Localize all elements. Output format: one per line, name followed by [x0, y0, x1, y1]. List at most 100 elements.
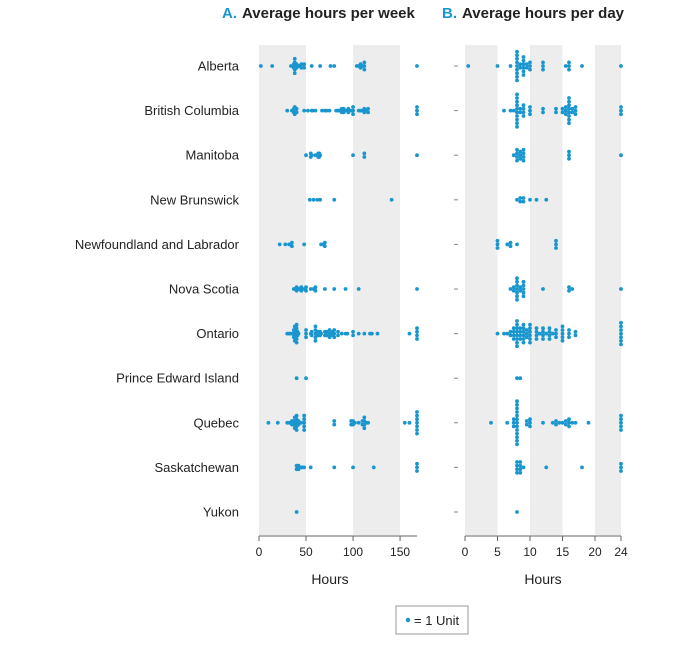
dot-b-quebec — [515, 424, 519, 429]
dot-a-quebec — [407, 420, 412, 425]
dot-b-alberta — [515, 56, 519, 61]
dot-b-quebec — [524, 422, 529, 427]
panel-b-shaded-bands — [465, 45, 621, 535]
dot-b-quebec — [541, 420, 545, 425]
dot-a-newfoundland-and-labrador — [277, 242, 282, 247]
dot-a-ontario — [336, 329, 340, 334]
dot-b-ontario — [518, 333, 523, 338]
dot-b-nova-scotia — [518, 285, 523, 290]
dot-b-alberta — [515, 64, 519, 68]
dot-a-new-brunswick — [332, 197, 337, 202]
dot-b-manitoba — [518, 149, 523, 154]
dot-a-nova-scotia — [343, 287, 348, 291]
dot-a-ontario — [313, 324, 318, 329]
dot-b-ontario — [619, 320, 623, 325]
dot-a-ontario — [294, 322, 299, 327]
dot-b-alberta — [518, 62, 523, 67]
dot-b-ontario — [528, 326, 532, 331]
dot-a-quebec — [415, 424, 419, 429]
dot-b-ontario — [515, 322, 519, 327]
dot-b-nova-scotia — [511, 285, 516, 290]
category-label-new-brunswick: New Brunswick — [150, 192, 239, 207]
dot-a-ontario — [327, 331, 332, 336]
dot-b-ontario — [528, 337, 532, 341]
dot-a-quebec — [294, 428, 299, 432]
dot-b-alberta — [518, 65, 523, 70]
dot-b-british-columbia — [521, 106, 526, 111]
dot-b-ontario — [619, 342, 623, 347]
dot-a-saskatchewan — [351, 465, 355, 470]
dot-b-saskatchewan — [518, 460, 523, 464]
dot-b-ontario — [502, 331, 506, 336]
dot-b-quebec — [573, 420, 578, 425]
dot-a-ontario — [351, 333, 355, 338]
dot-a-british-columbia — [313, 108, 318, 113]
dot-b-british-columbia — [567, 114, 571, 118]
dot-b-saskatchewan — [518, 470, 523, 475]
dot-b-ontario — [515, 333, 519, 338]
panel-a-letter: A. — [222, 5, 237, 22]
dot-b-british-columbia — [567, 110, 571, 115]
panel-b-tick-label-15: 15 — [556, 545, 570, 559]
dot-b-new-brunswick — [534, 197, 539, 202]
dot-b-nova-scotia — [515, 279, 519, 284]
dot-b-british-columbia — [515, 114, 519, 118]
dot-a-ontario — [332, 328, 337, 332]
dot-b-ontario — [521, 333, 526, 338]
panel-b-tick-label-10: 10 — [523, 545, 537, 559]
dot-b-new-brunswick — [518, 199, 523, 204]
dot-b-saskatchewan — [544, 465, 549, 470]
dot-b-nova-scotia — [515, 276, 519, 281]
dot-a-ontario — [304, 335, 308, 340]
dot-a-british-columbia — [302, 108, 307, 113]
dot-b-british-columbia — [567, 106, 571, 111]
category-label-saskatchewan: Saskatchewan — [154, 460, 239, 475]
dot-a-alberta — [328, 64, 333, 68]
dot-b-alberta — [541, 60, 545, 65]
dot-a-quebec — [302, 413, 307, 418]
dot-b-ontario — [524, 328, 529, 332]
dot-b-new-brunswick — [521, 196, 526, 200]
dot-b-manitoba — [521, 158, 526, 163]
dot-b-nova-scotia — [518, 288, 523, 293]
dot-b-manitoba — [521, 151, 526, 156]
dot-b-ontario — [560, 338, 565, 343]
dot-b-ontario — [554, 328, 558, 332]
dot-b-ontario — [518, 337, 523, 341]
dot-b-newfoundland-and-labrador — [554, 242, 558, 247]
dot-b-ontario — [619, 324, 623, 329]
dot-b-ontario — [521, 326, 526, 331]
dot-b-alberta — [528, 60, 532, 65]
panel-a-tick-label-100: 100 — [343, 545, 363, 559]
dot-b-ontario — [521, 337, 526, 341]
dot-a-quebec — [294, 413, 299, 418]
panel-a-title: Average hours per week — [242, 5, 416, 22]
dot-a-saskatchewan — [308, 465, 313, 470]
dot-b-ontario — [511, 329, 516, 334]
dot-b-british-columbia — [511, 108, 516, 113]
dot-a-quebec — [302, 424, 307, 429]
dot-b-ontario — [511, 337, 516, 341]
dot-b-quebec — [554, 422, 558, 427]
dot-b-ontario — [518, 329, 523, 334]
dot-b-ontario — [547, 326, 552, 331]
dot-a-manitoba — [318, 153, 323, 158]
dot-a-ontario — [332, 335, 337, 340]
dot-a-ontario — [296, 331, 301, 336]
dot-b-quebec — [515, 428, 519, 432]
dot-b-ontario — [567, 335, 571, 340]
dot-a-alberta — [332, 64, 337, 68]
dot-a-ontario — [339, 331, 344, 336]
dot-a-nova-scotia — [332, 287, 337, 291]
dot-a-quebec — [415, 428, 419, 432]
dot-b-ontario — [534, 326, 539, 331]
dot-b-quebec — [557, 420, 562, 425]
dot-b-manitoba — [515, 155, 519, 159]
dot-a-ontario — [351, 329, 355, 334]
dot-b-quebec — [528, 424, 532, 429]
category-label-ontario: Ontario — [196, 326, 239, 341]
dot-b-manitoba — [515, 151, 519, 156]
dot-b-nova-scotia — [521, 283, 526, 288]
dot-a-alberta — [318, 64, 323, 68]
dot-a-nova-scotia — [299, 285, 304, 290]
